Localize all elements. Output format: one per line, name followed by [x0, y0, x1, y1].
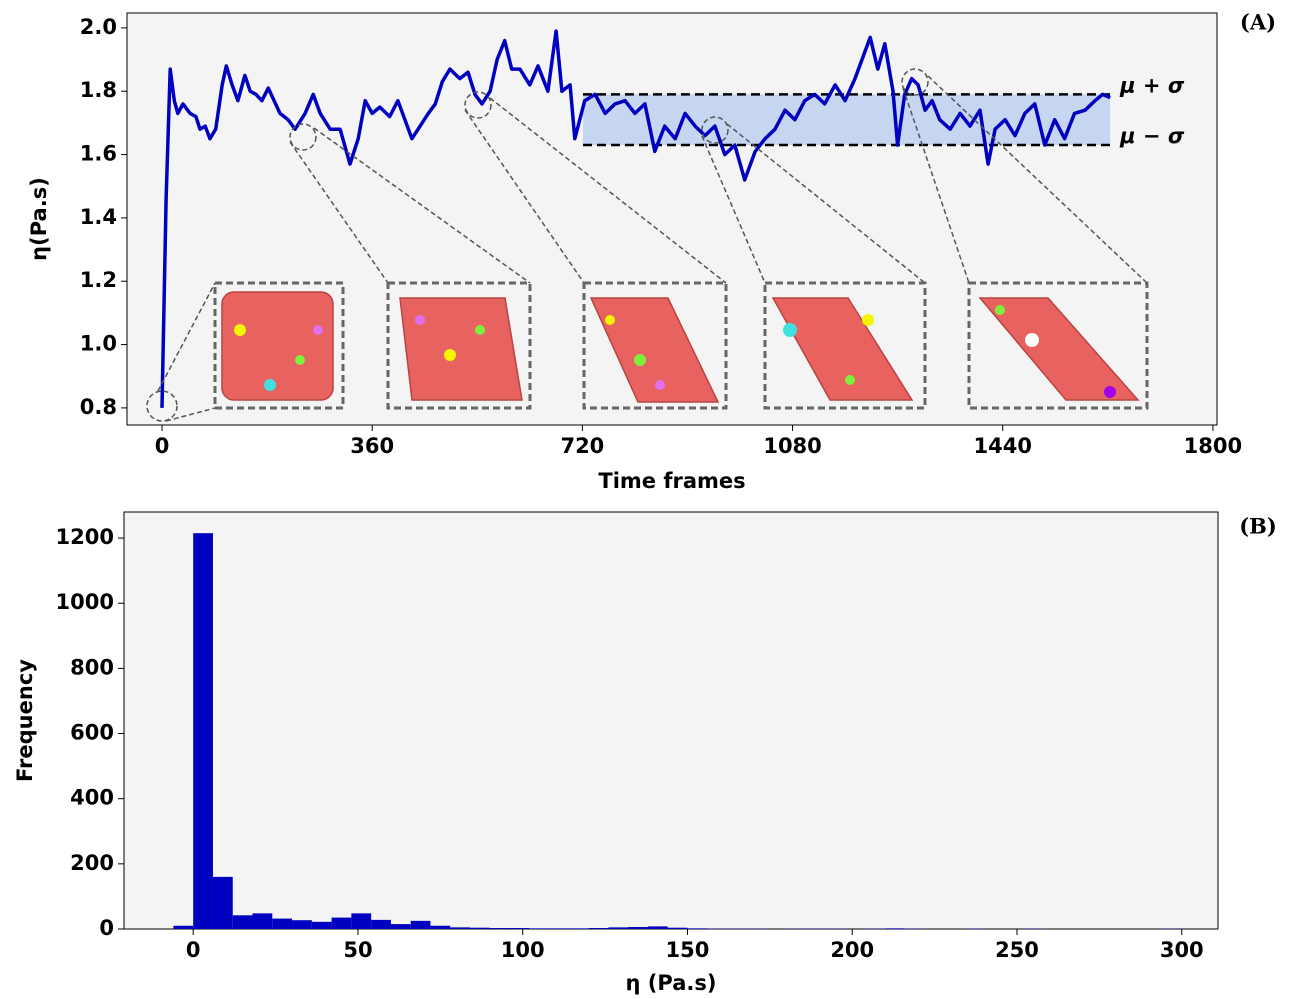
histogram-bar [193, 533, 213, 929]
histogram-bar [489, 928, 510, 929]
y-axis-label: Frequency [13, 659, 37, 782]
y-tick-label: 1.6 [80, 142, 117, 166]
histogram-bar [628, 927, 648, 929]
annotation: μ − σ [1119, 124, 1185, 148]
zoom-line [701, 135, 766, 284]
zoom-line [157, 282, 216, 392]
histogram-bar [272, 918, 293, 929]
zoom-circle [701, 116, 729, 144]
particle-box [589, 297, 720, 403]
y-tick-label: 0.8 [80, 395, 117, 419]
x-axis-label: η (Pa.s) [626, 971, 717, 995]
x-tick-label: 150 [666, 938, 710, 962]
x-tick-label: 300 [1160, 938, 1204, 962]
x-tick-label: 100 [501, 938, 545, 962]
zoom-circle [289, 123, 317, 151]
y-tick-label: 1.8 [80, 78, 117, 102]
histogram-bar [351, 913, 372, 929]
histogram-bar [549, 928, 569, 929]
zoom-line [902, 87, 970, 284]
histogram-bar [608, 927, 629, 929]
histogram-bar [647, 926, 668, 929]
histogram-bar [371, 919, 391, 929]
histogram-bar [212, 876, 233, 929]
histogram-bar [410, 920, 431, 929]
inset-frame [386, 281, 532, 410]
snapshot-insets [146, 68, 1149, 422]
histogram-bar [390, 924, 411, 929]
colored-particles [234, 305, 1116, 398]
histogram-bar [311, 921, 332, 929]
panel-label: (A) [1240, 10, 1276, 35]
histogram-bar [588, 928, 609, 929]
particle-box [221, 291, 334, 401]
x-tick-label: 1440 [974, 434, 1032, 458]
panel-label: (B) [1239, 514, 1277, 539]
y-tick-label: 1200 [56, 525, 114, 549]
zoom-line [927, 75, 1148, 284]
annotation: μ + σ [1119, 73, 1185, 97]
plot-area-b [123, 511, 1219, 930]
y-tick-label: 1000 [56, 590, 114, 614]
x-tick-label: 0 [155, 434, 170, 458]
particle-box [399, 297, 523, 401]
zoom-line [165, 407, 216, 422]
x-tick-label: 1080 [763, 434, 821, 458]
histogram-bar [331, 917, 352, 929]
y-tick-label: 1.4 [80, 205, 117, 229]
histogram-bar [667, 927, 688, 929]
y-tick-label: 2.0 [80, 15, 117, 39]
x-tick-label: 50 [343, 938, 372, 962]
histogram-bar [252, 913, 273, 929]
histogram-bar [568, 928, 589, 929]
y-axis-label: η(Pa.s) [27, 177, 51, 261]
inset-frame [763, 281, 927, 410]
x-tick-label: 360 [350, 434, 394, 458]
y-tick-label: 0 [99, 916, 114, 940]
data-line [160, 29, 1111, 408]
inset-frame [967, 281, 1149, 410]
histogram-bar [469, 927, 490, 929]
y-tick-label: 1.0 [80, 332, 117, 356]
histogram-bar [509, 928, 530, 929]
histogram-bar [687, 928, 708, 929]
histogram-bar [450, 927, 470, 929]
y-tick-label: 800 [70, 655, 114, 679]
histogram-bar [232, 915, 253, 929]
particle-box [978, 297, 1140, 401]
x-tick-label: 0 [186, 938, 201, 962]
zoom-line [489, 97, 727, 284]
histogram-bar [173, 925, 194, 929]
zoom-line [289, 141, 389, 284]
inset-frame [213, 281, 345, 410]
particle-box [771, 297, 914, 401]
histogram-bar [430, 925, 451, 929]
x-tick-label: 250 [995, 938, 1039, 962]
y-tick-label: 600 [70, 721, 114, 745]
y-tick-label: 1.2 [80, 268, 117, 292]
x-axis-label: Time frames [598, 469, 745, 493]
zoom-circle [146, 390, 178, 422]
x-tick-label: 720 [560, 434, 604, 458]
histogram-bar [529, 928, 550, 929]
y-tick-label: 400 [70, 786, 114, 810]
zoom-circle [464, 91, 492, 119]
inset-frame [582, 281, 728, 410]
x-tick-label: 1800 [1184, 434, 1242, 458]
zoom-line [726, 123, 926, 284]
zoom-circle [901, 68, 929, 96]
zoom-line [313, 127, 531, 284]
y-tick-label: 200 [70, 851, 114, 875]
zoom-line [464, 109, 585, 284]
x-tick-label: 200 [830, 938, 874, 962]
histogram-bar [292, 920, 312, 929]
histogram-bar [885, 928, 905, 929]
